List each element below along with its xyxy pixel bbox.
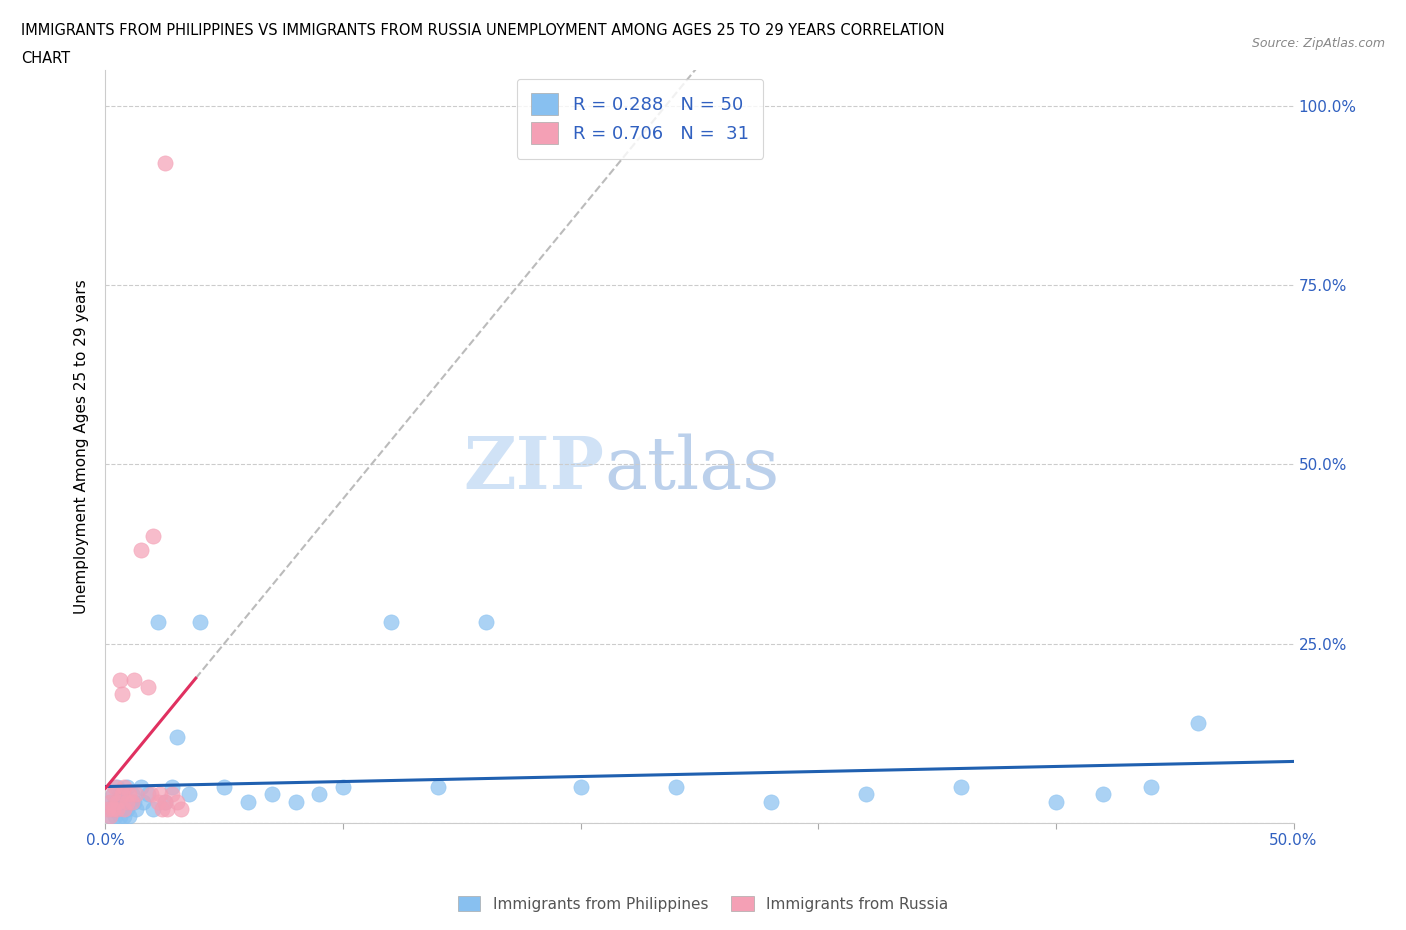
Point (105, 779, 128, 794)
Point (118, 808, 141, 823)
Point (114, 802, 136, 817)
Point (142, 802, 165, 817)
Point (114, 808, 136, 823)
Text: ZIP: ZIP (464, 433, 605, 504)
Point (97, 802, 120, 817)
Point (115, 802, 138, 817)
Point (104, 794, 127, 809)
Point (260, 787, 283, 802)
Point (104, 779, 127, 794)
Point (153, 794, 176, 809)
Point (98, 808, 121, 823)
Point (115, 779, 138, 794)
Point (139, 787, 162, 802)
Legend: Immigrants from Philippines, Immigrants from Russia: Immigrants from Philippines, Immigrants … (451, 889, 955, 918)
Point (98, 794, 121, 809)
Y-axis label: Unemployment Among Ages 25 to 29 years: Unemployment Among Ages 25 to 29 years (75, 279, 90, 614)
Point (101, 787, 124, 802)
Point (759, 794, 782, 809)
Text: CHART: CHART (21, 51, 70, 66)
Point (122, 672, 145, 687)
Point (114, 787, 136, 802)
Point (153, 155, 176, 170)
Point (105, 802, 128, 817)
Point (474, 615, 496, 630)
Point (125, 787, 148, 802)
Point (665, 779, 688, 794)
Point (98, 808, 121, 823)
Point (114, 779, 136, 794)
Point (104, 808, 127, 823)
Point (214, 779, 236, 794)
Point (146, 794, 169, 809)
Point (108, 672, 131, 687)
Point (115, 794, 138, 809)
Point (125, 802, 148, 817)
Point (111, 794, 134, 809)
Point (1092, 787, 1115, 802)
Point (111, 787, 134, 802)
Point (129, 543, 152, 558)
Point (122, 794, 145, 809)
Point (332, 779, 354, 794)
Point (118, 794, 141, 809)
Legend: R = 0.288   N = 50, R = 0.706   N =  31: R = 0.288 N = 50, R = 0.706 N = 31 (517, 79, 763, 159)
Point (152, 802, 174, 817)
Point (380, 615, 402, 630)
Point (105, 794, 128, 809)
Point (177, 787, 200, 802)
Point (118, 787, 141, 802)
Point (190, 615, 212, 630)
Text: IMMIGRANTS FROM PHILIPPINES VS IMMIGRANTS FROM RUSSIA UNEMPLOYMENT AMONG AGES 25: IMMIGRANTS FROM PHILIPPINES VS IMMIGRANT… (21, 23, 945, 38)
Point (105, 802, 128, 817)
Point (111, 686, 134, 701)
Point (111, 802, 134, 817)
Point (101, 787, 124, 802)
Point (949, 779, 972, 794)
Point (121, 787, 143, 802)
Point (149, 787, 172, 802)
Point (132, 794, 155, 809)
Point (98, 794, 121, 809)
Point (108, 787, 131, 802)
Point (97, 802, 120, 817)
Point (121, 794, 143, 809)
Point (101, 802, 124, 817)
Point (569, 779, 592, 794)
Point (129, 779, 152, 794)
Text: Source: ZipAtlas.com: Source: ZipAtlas.com (1251, 37, 1385, 50)
Point (108, 808, 131, 823)
Point (855, 787, 877, 802)
Point (142, 528, 165, 543)
Point (136, 679, 159, 694)
Text: atlas: atlas (605, 433, 780, 504)
Point (156, 802, 179, 817)
Point (153, 794, 176, 809)
Point (1045, 794, 1067, 809)
Point (427, 779, 450, 794)
Point (166, 729, 188, 744)
Point (1140, 779, 1163, 794)
Point (166, 794, 188, 809)
Point (236, 794, 259, 809)
Point (284, 794, 307, 809)
Point (308, 787, 330, 802)
Point (101, 802, 124, 817)
Point (146, 615, 169, 630)
Point (136, 787, 159, 802)
Point (1187, 715, 1209, 730)
Point (170, 802, 193, 817)
Point (160, 779, 183, 794)
Point (160, 787, 183, 802)
